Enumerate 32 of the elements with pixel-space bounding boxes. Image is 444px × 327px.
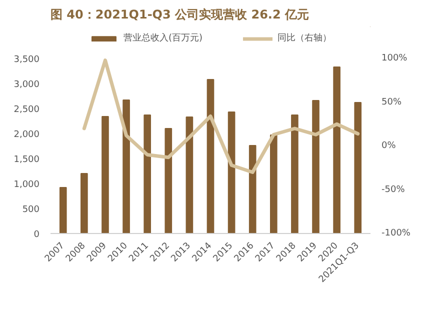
y2-tick-label: -50% <box>382 184 406 195</box>
bar <box>164 128 172 234</box>
bar <box>333 66 340 234</box>
bar <box>186 116 194 234</box>
bar <box>270 134 278 234</box>
legend-label: 同比（右轴） <box>278 32 332 44</box>
bar <box>80 173 88 234</box>
y-tick-label: 2,500 <box>14 105 40 115</box>
y2-tick-label: 100% <box>382 54 408 64</box>
y-tick-label: 1,000 <box>14 180 40 190</box>
y-tick-label: 500 <box>22 205 40 215</box>
y2-tick-label: -100% <box>382 228 411 238</box>
y-tick-label: 1,500 <box>14 155 40 165</box>
y-tick-label: 3,500 <box>14 55 40 65</box>
bar <box>206 79 214 234</box>
bar <box>122 100 130 234</box>
bar <box>312 100 320 234</box>
line-series <box>82 58 360 174</box>
y-tick-label: 2,000 <box>14 130 40 140</box>
y2-tick-label: 50% <box>382 97 402 108</box>
bar <box>228 112 236 234</box>
bar <box>102 116 109 234</box>
chart-title: 图 40：2021Q1-Q3 公司实现营收 26.2 亿元 <box>50 8 309 22</box>
bar <box>59 187 67 234</box>
y-tick-label: 0 <box>34 230 40 240</box>
bar <box>291 114 298 234</box>
y2-tick-label: 0% <box>382 141 396 151</box>
bar <box>248 145 256 234</box>
bar <box>354 102 362 234</box>
bar <box>144 114 151 234</box>
legend-label: 营业总收入(百万元) <box>123 32 203 44</box>
y-tick-label: 3,000 <box>14 80 40 90</box>
